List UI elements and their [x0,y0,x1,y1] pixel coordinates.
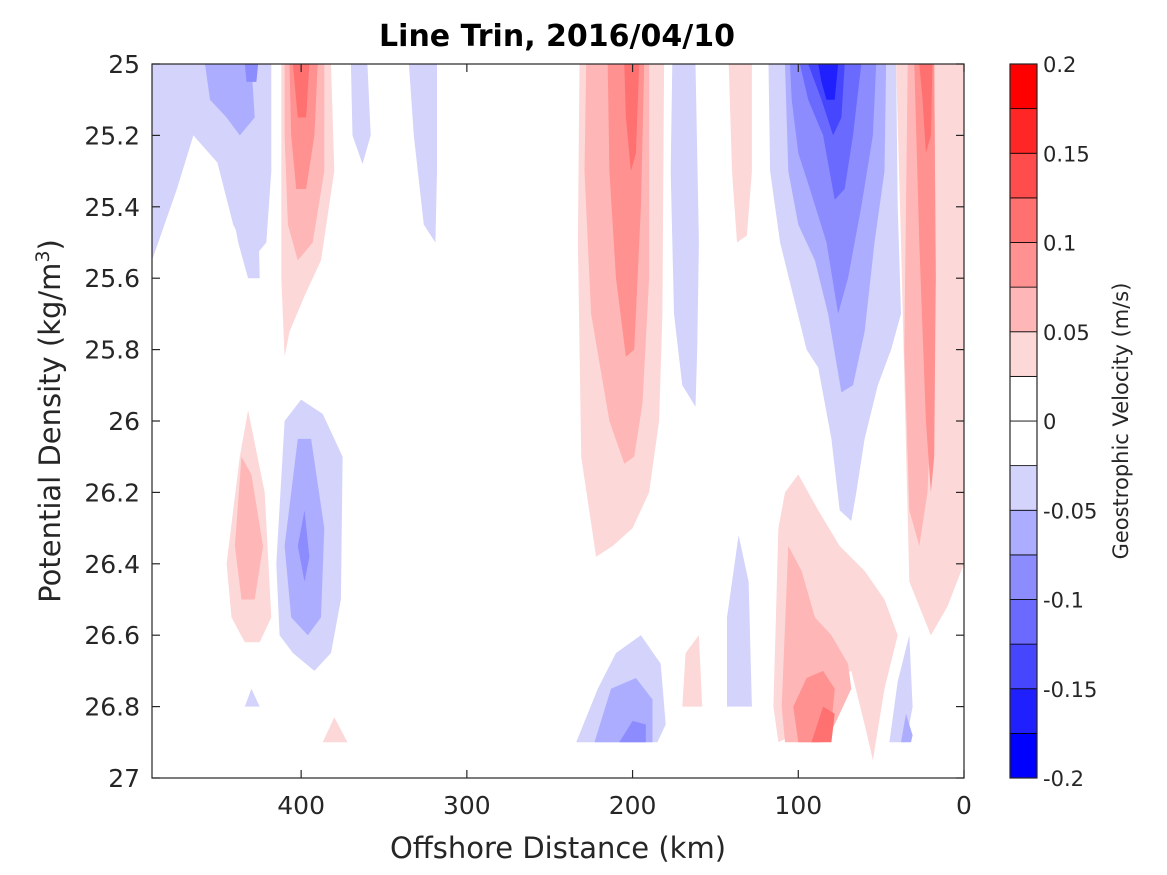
contour-region-neg-3-36 [619,720,646,743]
x-tick-label: 200 [609,791,657,820]
x-axis-label: Offshore Distance (km) [390,831,726,865]
colorbar-swatch [1009,63,1038,110]
y-tick-label: 25.2 [84,121,140,150]
contour-region-neg-1-9 [408,64,437,243]
colorbar-swatch [1009,108,1038,154]
colorbar-label: Geostrophic Velocity (m/s) [1109,283,1133,560]
contour-region-pos-1-33 [322,717,348,743]
contour-region-pos-4-26 [919,64,933,154]
contour-region-neg-2-44 [901,713,913,743]
colorbar-tick-label: 0.15 [1043,142,1090,166]
contour-region-neg-6-22 [818,64,839,100]
contour-region-neg-1-14 [670,64,699,407]
colorbar-tick-label: 0.05 [1043,321,1090,345]
y-tick-label: 25.4 [84,193,140,222]
colorbar-swatch [1009,732,1038,779]
y-tick-label: 25.6 [84,264,140,293]
y-tick-label: 25 [108,50,140,79]
y-tick-label: 26.8 [84,693,140,722]
contour-region-neg-3-31 [297,510,310,582]
colorbar-frame [1009,63,1038,779]
contour-region-pos-4-42 [811,706,835,743]
x-tick-label: 100 [774,791,822,820]
colorbar-tick-label: 0.2 [1043,53,1076,77]
y-tick-label: 26 [108,407,140,436]
colorbar-swatch [1009,554,1038,600]
contour-region-pos-4-7 [292,64,310,118]
colorbar-swatch [1009,375,1038,422]
colorbar-swatch [1009,688,1038,734]
colorbar-tick-label: 0 [1043,410,1056,434]
x-tick-label: 300 [443,791,491,820]
colorbar-tick-label: 0.1 [1043,232,1076,256]
contour-region-neg-1-32 [244,688,260,707]
y-tick-label: 26.4 [84,550,140,579]
y-tick-label: 26.2 [84,478,140,507]
contour-region-pos-1-16 [733,64,747,79]
y-tick-label: 27 [108,764,140,793]
contour-region-pos-3-25 [914,64,936,493]
colorbar-swatch [1009,286,1038,333]
contour-region-pos-1-37 [682,635,703,707]
colorbar-swatch [1009,643,1038,690]
colorbar-swatch [1009,509,1038,556]
contour-region-pos-4-13 [624,64,640,172]
colorbar-swatch [1009,420,1038,467]
contour-region-neg-1-43 [889,635,913,743]
contour-fills [152,64,964,761]
y-axis: 25 25.2 25.4 25.6 25.8 26 26.2 26.4 26.6 26.8 27 [84,50,964,793]
chart-title: Line Trin, 2016/04/10 [379,19,735,54]
x-tick-label: 0 [956,791,972,820]
y-tick-label: 26.6 [84,621,140,650]
y-tick-label: 25.8 [84,336,140,365]
colorbar-tick-label: -0.1 [1043,589,1084,613]
contour-region-neg-4-20 [799,64,862,200]
contour-region-pos-2-28 [234,456,263,600]
contour-region-neg-1-38 [727,535,752,707]
colorbar-swatch [1009,152,1038,199]
contour-region-neg-3-3 [244,64,259,82]
colorbar-swatch [1009,197,1038,243]
x-axis: 400 300 200 100 0 [277,64,972,820]
x-tick-label: 400 [277,791,325,820]
colorbar: 0.2 0.15 0.1 0.05 0 -0.05 -0.1 -0.15 -0.2 [1009,53,1097,791]
colorbar-tick-label: -0.2 [1043,767,1084,791]
colorbar-swatch [1009,331,1038,377]
colorbar-swatch [1009,465,1038,511]
colorbar-swatch [1009,599,1038,645]
colorbar-swatch [1009,242,1038,288]
colorbar-tick-label: -0.15 [1043,678,1097,702]
contour-region-neg-2-2 [205,64,255,136]
colorbar-tick-label: -0.05 [1043,499,1097,523]
contour-region-pos-1-15 [728,64,752,243]
contour-region-neg-1-8 [350,64,371,164]
y-axis-label: Potential Density (kg/m3) [32,239,67,603]
